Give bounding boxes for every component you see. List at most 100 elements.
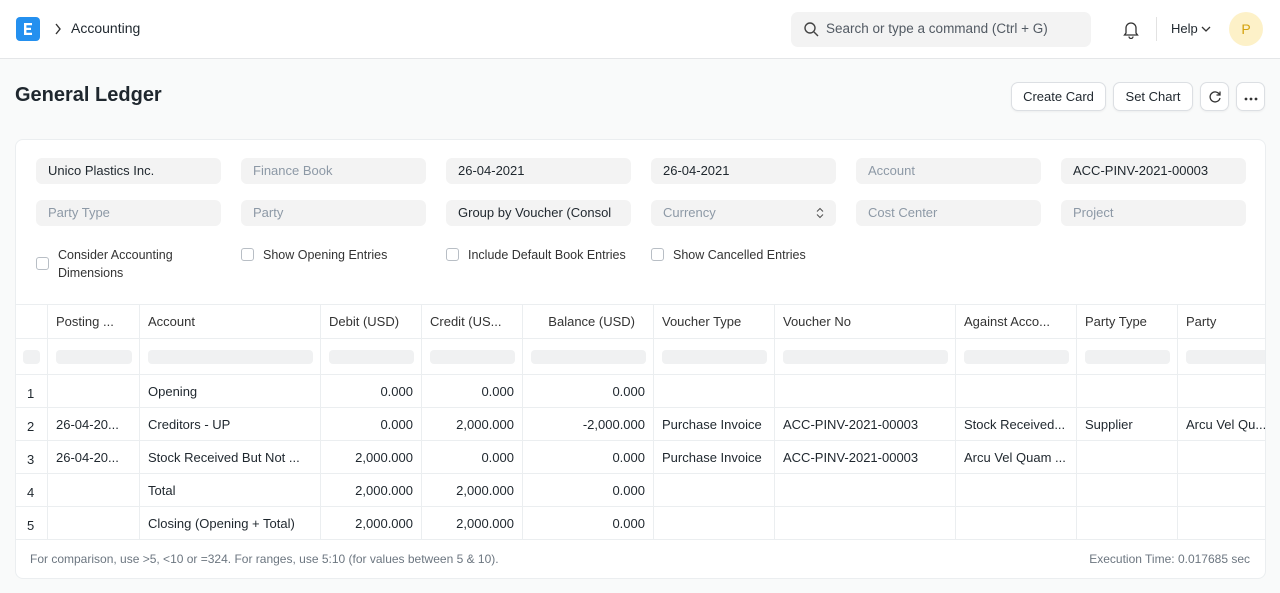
footer-hint: For comparison, use >5, <10 or =324. For… bbox=[30, 552, 499, 566]
table-cell: Opening bbox=[140, 375, 321, 408]
checkbox-label: Include Default Book Entries bbox=[468, 248, 626, 262]
filter-cell bbox=[775, 339, 956, 375]
column-header[interactable]: Balance (USD) bbox=[523, 305, 654, 339]
table-cell: 2,000.000 bbox=[422, 507, 523, 540]
filter-cell bbox=[422, 339, 523, 375]
column-header[interactable]: Party Type bbox=[1077, 305, 1178, 339]
help-menu[interactable]: Help bbox=[1171, 21, 1198, 36]
filter-field[interactable]: Group by Voucher (Consol bbox=[446, 200, 631, 226]
column-filter[interactable] bbox=[23, 350, 40, 364]
column-filter[interactable] bbox=[964, 350, 1069, 364]
search-icon bbox=[804, 22, 819, 37]
table-cell bbox=[956, 474, 1077, 507]
row-number: 4 bbox=[16, 474, 48, 507]
table-cell: ACC-PINV-2021-00003 bbox=[775, 408, 956, 441]
table-cell bbox=[1178, 441, 1265, 474]
table-cell: Total bbox=[140, 474, 321, 507]
table-cell bbox=[775, 474, 956, 507]
column-header[interactable]: Credit (US... bbox=[422, 305, 523, 339]
refresh-button[interactable] bbox=[1200, 82, 1229, 111]
user-avatar[interactable]: P bbox=[1229, 12, 1263, 46]
report-table: Posting ... Account Debit (USD) Credit (US.… bbox=[16, 304, 1265, 540]
column-filter[interactable] bbox=[329, 350, 414, 364]
column-filter[interactable] bbox=[783, 350, 948, 364]
page-title: General Ledger bbox=[15, 84, 162, 106]
help-chevron bbox=[1201, 26, 1211, 32]
column-header[interactable]: Account bbox=[140, 305, 321, 339]
column-header[interactable]: Voucher No bbox=[775, 305, 956, 339]
filter-field[interactable]: Unico Plastics Inc. bbox=[36, 158, 221, 184]
column-filter[interactable] bbox=[148, 350, 313, 364]
column-header[interactable]: Against Acco... bbox=[956, 305, 1077, 339]
table-cell bbox=[654, 375, 775, 408]
notifications-bell[interactable] bbox=[1122, 20, 1140, 39]
filter-cell bbox=[956, 339, 1077, 375]
filter-cell bbox=[48, 339, 140, 375]
column-header[interactable]: Party bbox=[1178, 305, 1265, 339]
filter-field[interactable]: Currency bbox=[651, 200, 836, 226]
column-filter[interactable] bbox=[56, 350, 132, 364]
checkbox-label: Show Cancelled Entries bbox=[673, 248, 806, 262]
table-cell: 0.000 bbox=[321, 375, 422, 408]
filter-cell bbox=[654, 339, 775, 375]
filter-cell bbox=[523, 339, 654, 375]
table-cell: 0.000 bbox=[523, 507, 654, 540]
checkbox-label: Show Opening Entries bbox=[263, 248, 388, 262]
column-filter[interactable] bbox=[1186, 350, 1265, 364]
filter-cell bbox=[1178, 339, 1265, 375]
checkbox-label: Consider Accounting Dimensions bbox=[58, 248, 173, 280]
column-filter[interactable] bbox=[662, 350, 767, 364]
filter-cell bbox=[16, 339, 48, 375]
filter-cell bbox=[321, 339, 422, 375]
column-filter[interactable] bbox=[531, 350, 646, 364]
table-cell: Supplier bbox=[1077, 408, 1178, 441]
table-cell: Closing (Opening + Total) bbox=[140, 507, 321, 540]
column-filter[interactable] bbox=[1085, 350, 1170, 364]
checkbox[interactable] bbox=[446, 248, 459, 261]
checkbox[interactable] bbox=[651, 248, 664, 261]
filter-field[interactable]: Finance Book bbox=[241, 158, 426, 184]
more-button[interactable] bbox=[1236, 82, 1265, 111]
column-header[interactable]: Posting ... bbox=[48, 305, 140, 339]
checkbox[interactable] bbox=[241, 248, 254, 261]
action-button[interactable]: Create Card bbox=[1011, 82, 1106, 111]
table-cell bbox=[1178, 375, 1265, 408]
checkbox[interactable] bbox=[36, 257, 49, 270]
table-cell: 0.000 bbox=[523, 375, 654, 408]
table-cell bbox=[1077, 441, 1178, 474]
filter-cell bbox=[1077, 339, 1178, 375]
filter-field[interactable]: ACC-PINV-2021-00003 bbox=[1061, 158, 1246, 184]
column-header[interactable]: Voucher Type bbox=[654, 305, 775, 339]
filter-field[interactable]: Account bbox=[856, 158, 1041, 184]
app-logo[interactable] bbox=[16, 17, 40, 41]
table-cell: Creditors - UP bbox=[140, 408, 321, 441]
filter-field[interactable]: 26-04-2021 bbox=[651, 158, 836, 184]
column-header[interactable]: Debit (USD) bbox=[321, 305, 422, 339]
table-cell: Stock Received But Not ... bbox=[140, 441, 321, 474]
table-cell: Purchase Invoice bbox=[654, 408, 775, 441]
filter-field[interactable]: Party Type bbox=[36, 200, 221, 226]
row-number: 2 bbox=[16, 408, 48, 441]
table-cell: 2,000.000 bbox=[422, 474, 523, 507]
column-filter[interactable] bbox=[430, 350, 515, 364]
table-cell bbox=[654, 474, 775, 507]
table-cell: Arcu Vel Quam ... bbox=[956, 441, 1077, 474]
filter-field[interactable]: Party bbox=[241, 200, 426, 226]
action-button[interactable]: Set Chart bbox=[1113, 82, 1193, 111]
table-cell bbox=[956, 375, 1077, 408]
table-cell: Purchase Invoice bbox=[654, 441, 775, 474]
table-cell: -2,000.000 bbox=[523, 408, 654, 441]
filter-field[interactable]: Cost Center bbox=[856, 200, 1041, 226]
filter-field[interactable]: 26-04-2021 bbox=[446, 158, 631, 184]
filter-field[interactable]: Project bbox=[1061, 200, 1246, 226]
search-bar[interactable]: Search or type a command (Ctrl + G) bbox=[791, 12, 1091, 47]
execution-time: Execution Time: 0.017685 sec bbox=[1089, 552, 1250, 566]
header-cell bbox=[16, 305, 48, 339]
breadcrumb-chevron bbox=[55, 23, 61, 35]
table-cell bbox=[775, 375, 956, 408]
table-cell bbox=[48, 507, 140, 540]
table-cell: 26-04-20... bbox=[48, 441, 140, 474]
table-cell bbox=[48, 375, 140, 408]
breadcrumb[interactable]: Accounting bbox=[71, 20, 141, 36]
